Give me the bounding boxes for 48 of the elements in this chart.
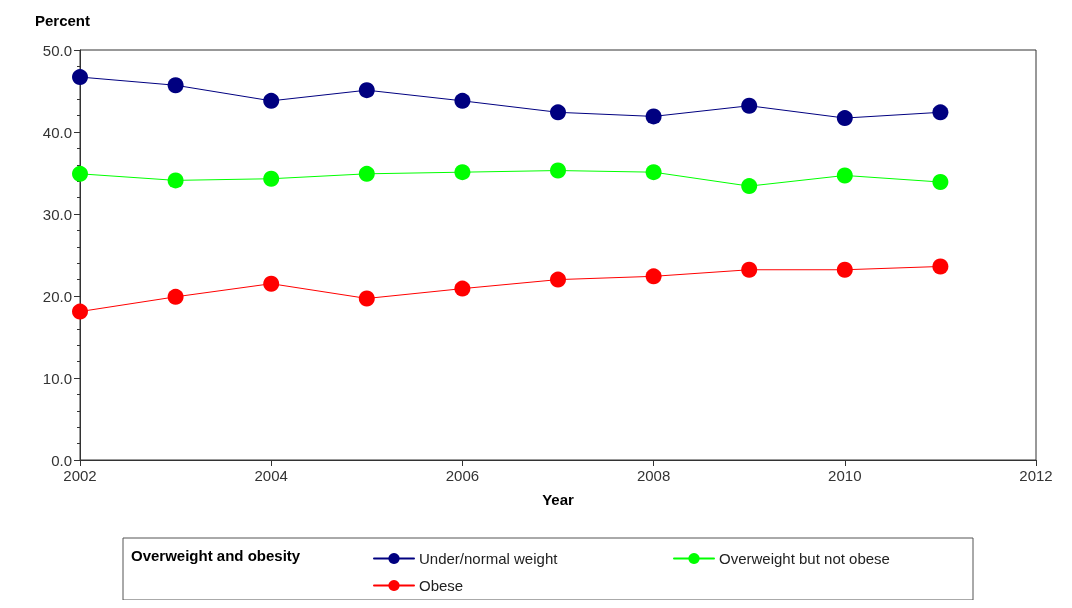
point xyxy=(645,108,662,125)
x-tick-label: 2004 xyxy=(254,467,288,484)
legend-label: Obese xyxy=(419,577,464,594)
point xyxy=(454,92,471,109)
x-tick-label: 2006 xyxy=(445,467,480,484)
x-tick-label: 2012 xyxy=(1019,467,1053,484)
point xyxy=(932,104,949,121)
point xyxy=(358,82,375,99)
point xyxy=(836,110,853,127)
legend-label: Under/normal weight xyxy=(419,550,559,567)
x-tick-label: 2002 xyxy=(63,467,97,484)
point xyxy=(932,174,949,191)
legend-label: Overweight but not obese xyxy=(719,550,890,567)
point xyxy=(645,164,662,181)
point xyxy=(550,104,566,121)
point xyxy=(550,271,566,288)
x-axis-title: Year xyxy=(542,491,575,508)
point xyxy=(932,258,949,275)
point xyxy=(72,165,88,182)
point xyxy=(358,290,375,307)
point xyxy=(263,275,280,292)
x-tick-label: 2008 xyxy=(636,467,671,484)
point xyxy=(454,280,471,297)
x-tick-label: 2010 xyxy=(828,467,862,484)
point xyxy=(72,303,88,320)
point xyxy=(550,162,566,179)
y-tick-label: 10.0 xyxy=(42,369,72,387)
point xyxy=(741,97,758,114)
point xyxy=(167,172,184,189)
point xyxy=(263,92,280,109)
y-axis-title: Percent xyxy=(34,12,90,29)
point xyxy=(358,165,375,182)
point xyxy=(167,288,184,305)
y-tick-label: 20.0 xyxy=(42,287,72,305)
point xyxy=(645,268,662,285)
point xyxy=(836,167,853,184)
y-tick-label: 40.0 xyxy=(42,123,72,141)
point xyxy=(263,170,280,187)
y-tick-label: 50.0 xyxy=(42,41,72,59)
y-tick-label: 0.0 xyxy=(51,451,72,469)
point xyxy=(167,77,184,94)
point xyxy=(741,178,758,195)
y-tick-label: 30.0 xyxy=(42,205,72,223)
point xyxy=(72,69,88,86)
point xyxy=(454,164,471,181)
legend-title: Overweight and obesity xyxy=(131,547,301,564)
point xyxy=(836,261,853,278)
point xyxy=(741,261,758,278)
